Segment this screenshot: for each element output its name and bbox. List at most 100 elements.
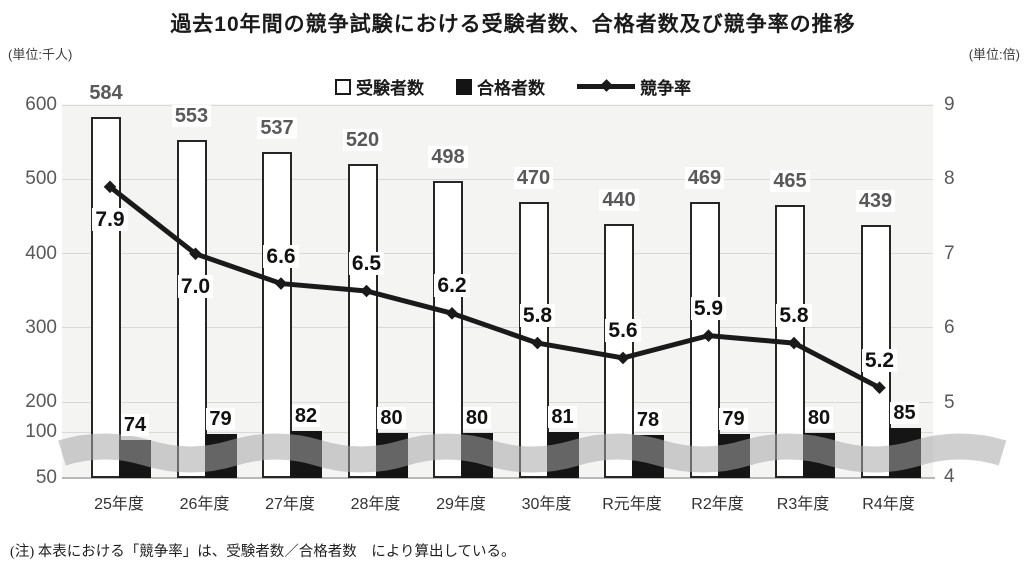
passers-bar bbox=[803, 433, 835, 478]
legend-item-passers: 合格者数 bbox=[456, 74, 545, 99]
rate-value-label-text: 5.6 bbox=[605, 318, 641, 342]
rate-value-label-text: 7.0 bbox=[177, 274, 214, 298]
passers-bar bbox=[290, 430, 322, 478]
applicants-value-label: 520 bbox=[328, 129, 398, 152]
rate-value-label: 7.9 bbox=[75, 207, 145, 231]
passers-value-label-text: 79 bbox=[206, 408, 235, 431]
applicants-bar bbox=[604, 223, 634, 478]
x-axis-category-label: 27年度 bbox=[265, 496, 315, 513]
passers-value-label: 80 bbox=[442, 407, 512, 429]
applicants-value-label-text: 470 bbox=[513, 166, 554, 189]
applicants-value-label: 465 bbox=[755, 170, 825, 193]
passers-value-label-text: 80 bbox=[462, 407, 492, 429]
applicants-bar bbox=[775, 205, 805, 478]
rate-value-label-text: 6.6 bbox=[263, 244, 299, 268]
applicants-value-label: 498 bbox=[413, 145, 483, 168]
applicants-value-label-text: 520 bbox=[342, 129, 383, 152]
y-axis-tick-label: 400 bbox=[25, 242, 57, 264]
passers-value-label-text: 79 bbox=[719, 408, 748, 431]
passers-value-label-text: 78 bbox=[633, 409, 663, 432]
applicants-value-label-text: 439 bbox=[855, 189, 896, 212]
x-axis-category-label: 29年度 bbox=[436, 496, 486, 513]
applicants-value-label-text: 537 bbox=[257, 116, 297, 139]
rate-value-label: 5.2 bbox=[845, 348, 915, 372]
legend-item-rate: 競争率 bbox=[577, 74, 691, 99]
x-axis-category-label: R4年度 bbox=[862, 496, 915, 513]
gridline bbox=[62, 401, 933, 403]
gridline bbox=[62, 104, 933, 106]
passers-value-label-text: 80 bbox=[377, 407, 406, 429]
rate-value-label-text: 5.8 bbox=[519, 304, 556, 328]
x-axis-category-label: R元年度 bbox=[602, 496, 662, 513]
passers-value-label: 81 bbox=[528, 405, 598, 428]
white-bar-swatch-icon bbox=[335, 78, 351, 95]
passers-value-label: 78 bbox=[613, 409, 683, 432]
rate-value-label: 6.5 bbox=[332, 252, 402, 275]
passers-value-label: 79 bbox=[699, 408, 769, 431]
applicants-value-label: 440 bbox=[584, 188, 654, 211]
rate-value-label: 5.8 bbox=[759, 304, 829, 328]
rate-value-label: 5.9 bbox=[674, 296, 744, 320]
applicants-bar bbox=[689, 202, 720, 478]
passers-bar bbox=[375, 433, 408, 478]
legend-label-passers: 合格者数 bbox=[477, 79, 545, 98]
passers-bar bbox=[461, 433, 493, 478]
gridline bbox=[62, 178, 933, 180]
legend: 受験者数 合格者数 競争率 bbox=[0, 74, 1026, 99]
rate-value-label: 6.6 bbox=[246, 244, 316, 268]
rate-value-label-text: 6.2 bbox=[434, 274, 470, 298]
passers-value-label-text: 74 bbox=[120, 413, 150, 436]
x-axis-category-label: 25年度 bbox=[94, 496, 144, 513]
y2-axis-tick-label: 9 bbox=[944, 94, 955, 115]
y2-axis-tick-label: 6 bbox=[944, 317, 955, 339]
y2-axis-tick-label: 4 bbox=[944, 466, 955, 487]
rate-value-label: 6.2 bbox=[417, 274, 487, 298]
y2-axis-tick-label: 8 bbox=[944, 168, 955, 190]
applicants-bar bbox=[262, 151, 292, 478]
rate-value-label: 5.8 bbox=[503, 304, 573, 328]
passers-bar bbox=[119, 439, 151, 478]
rate-value-label: 5.6 bbox=[588, 318, 658, 342]
passers-value-label: 80 bbox=[784, 407, 854, 429]
rate-value-label-text: 6.5 bbox=[348, 252, 385, 275]
passers-bar bbox=[888, 427, 921, 478]
rate-value-label-text: 5.2 bbox=[861, 348, 898, 372]
x-axis-category-label: R3年度 bbox=[776, 496, 830, 513]
legend-label-applicants: 受験者数 bbox=[356, 79, 424, 98]
x-axis-category-label: R2年度 bbox=[691, 496, 744, 513]
rate-value-label: 7.0 bbox=[161, 274, 231, 298]
applicants-value-label-text: 465 bbox=[770, 170, 810, 193]
y-axis-tick-label: 500 bbox=[25, 168, 57, 190]
applicants-value-label: 553 bbox=[157, 104, 227, 127]
legend-item-applicants: 受験者数 bbox=[335, 74, 424, 99]
footnote: (注) 本表における「競争率」は、受験者数／合格者数 により算出している。 bbox=[10, 544, 516, 560]
x-axis-category-label: 26年度 bbox=[179, 496, 230, 513]
passers-value-label-text: 85 bbox=[890, 401, 919, 424]
passers-value-label: 80 bbox=[357, 407, 427, 429]
applicants-value-label-text: 584 bbox=[86, 81, 126, 104]
applicants-value-label-text: 553 bbox=[171, 104, 212, 127]
black-bar-swatch-icon bbox=[456, 78, 472, 95]
applicants-value-label-text: 440 bbox=[599, 188, 639, 211]
y-axis-tick-label: 100 bbox=[25, 421, 57, 442]
passers-bar bbox=[546, 431, 579, 478]
applicants-bar bbox=[518, 201, 549, 478]
y-axis-tick-label: 300 bbox=[25, 316, 57, 338]
passers-bar bbox=[632, 435, 664, 478]
passers-value-label: 79 bbox=[186, 408, 256, 431]
rate-value-label-text: 7.9 bbox=[92, 207, 128, 231]
applicants-bar bbox=[347, 164, 378, 478]
y-axis-tick-label: 50 bbox=[35, 467, 57, 488]
x-axis-category-label: 30年度 bbox=[521, 496, 572, 513]
y-axis-tick-label: 200 bbox=[25, 391, 57, 412]
passers-value-label-text: 82 bbox=[291, 404, 321, 427]
y2-axis-tick-label: 7 bbox=[944, 242, 955, 264]
passers-value-label-text: 81 bbox=[548, 405, 577, 428]
x-axis-category-label: 28年度 bbox=[350, 496, 401, 513]
applicants-value-label-text: 498 bbox=[428, 145, 468, 168]
passers-bar bbox=[204, 434, 237, 478]
y2-axis-tick-label: 5 bbox=[944, 391, 955, 413]
applicants-value-label: 439 bbox=[841, 189, 911, 212]
applicants-bar bbox=[433, 180, 463, 478]
